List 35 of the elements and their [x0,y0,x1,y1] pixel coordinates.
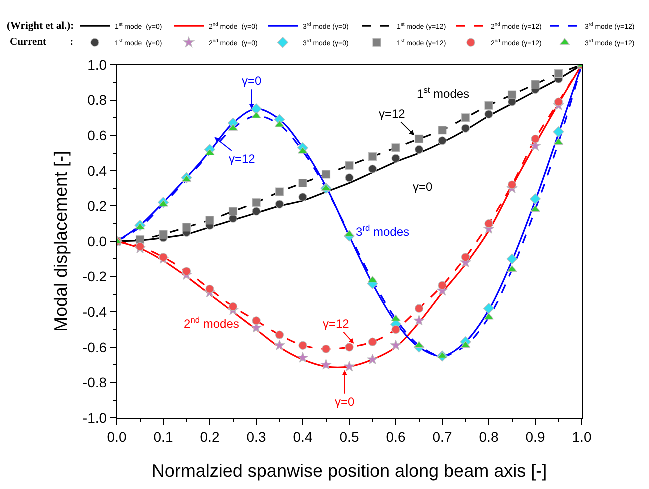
x-tick-label: 0.0 [107,428,127,445]
y-tick-label: 0.0 [88,233,108,250]
text: (Wright et al.): [7,21,74,32]
y-axis-title: Modal displacement [-] [51,150,72,332]
x-tick-label: 1.0 [572,428,592,445]
x-tick-label: 0.6 [386,428,406,445]
y-tick-label: 1.0 [88,56,108,73]
x-tick-label: 0.2 [200,428,220,445]
annotation: γ=12 [229,152,256,166]
x-tick-label: 0.8 [479,428,499,445]
y-tick-label: -1.0 [82,410,108,426]
x-tick-label: 0.5 [340,428,360,445]
x-axis-title: Normalzied spanwise position along beam axis [-] [152,461,548,482]
annotation: 3$^{rd}$ modes [356,223,410,240]
y-tick-label: -0.4 [82,304,108,320]
y-tick-label: -0.6 [82,339,108,356]
x-tick-label: 0.7 [432,428,452,445]
x-tick-label: 0.4 [293,428,313,445]
annotation: 1$^{st}$ modes [417,85,470,102]
text: Current : [10,37,74,48]
annotation: γ=0 [413,180,434,194]
x-tick-label: 0.1 [154,428,174,445]
x-tick-label: 0.3 [246,428,266,445]
y-tick-label: 0.4 [88,162,108,179]
y-tick-label: 0.6 [88,128,108,144]
annotation: 2$^{nd}$ modes [184,315,240,332]
y-tick-label: 0.2 [88,198,108,214]
y-tick-label: -0.2 [82,268,108,285]
annotation: γ=12 [323,317,350,331]
annotation: γ=0 [335,395,356,409]
y-tick-label: -0.8 [82,374,108,391]
annotation: γ=0 [242,74,262,88]
y-tick-label: 0.8 [88,92,108,108]
x-tick-label: 0.9 [526,428,546,445]
annotation: γ=12 [379,107,406,121]
